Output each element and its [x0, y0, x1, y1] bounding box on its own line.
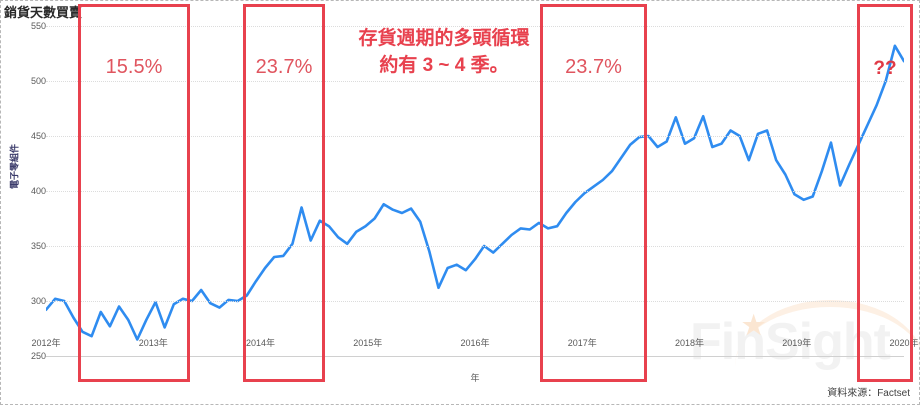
- x-tick-label: 2020年: [889, 338, 919, 348]
- watermark-arc: [735, 300, 920, 367]
- x-tick-label: 2017年: [567, 338, 597, 348]
- gridline: [46, 81, 904, 82]
- x-tick-label: 2016年: [460, 338, 490, 348]
- x-axis-line: [46, 356, 904, 357]
- y-tick-label: 450: [30, 131, 46, 141]
- highlight-box: [857, 4, 913, 382]
- y-tick-label: 350: [30, 241, 46, 251]
- x-tick-label: 2019年: [782, 338, 812, 348]
- x-tick-label: 2014年: [245, 338, 276, 348]
- source-note: 資料來源：Factset: [827, 388, 910, 399]
- chart-title: 銷貨天數買賣: [4, 5, 83, 20]
- gridline: [46, 246, 904, 247]
- x-tick-label: 2012年: [31, 338, 61, 348]
- y-tick-label: 550: [30, 21, 46, 31]
- highlight-label: 23.7%: [255, 56, 313, 78]
- x-tick-label: 2018年: [674, 338, 705, 348]
- highlight-box: [540, 4, 647, 382]
- x-tick-label: 2015年: [353, 338, 383, 348]
- x-axis-title: 年: [470, 373, 480, 383]
- star-icon: ★: [742, 310, 765, 340]
- gridline: [46, 136, 904, 137]
- highlight-box: [243, 4, 325, 382]
- y-tick-label: 400: [30, 186, 46, 196]
- highlight-label: 23.7%: [565, 56, 622, 78]
- y-tick-label: 250: [30, 351, 46, 361]
- highlight-label: 15.5%: [105, 56, 163, 78]
- gridline: [46, 191, 904, 192]
- callout-annotation: 存貨週期的多頭循環約有 3 ~ 4 季。: [358, 28, 530, 76]
- gridline: [46, 301, 904, 302]
- gridline: [46, 26, 904, 27]
- y-tick-label: 500: [30, 76, 46, 86]
- highlight-box: [78, 4, 190, 382]
- highlight-label: ??: [873, 58, 897, 79]
- y-tick-label: 300: [30, 296, 46, 306]
- x-tick-label: 2013年: [138, 338, 168, 348]
